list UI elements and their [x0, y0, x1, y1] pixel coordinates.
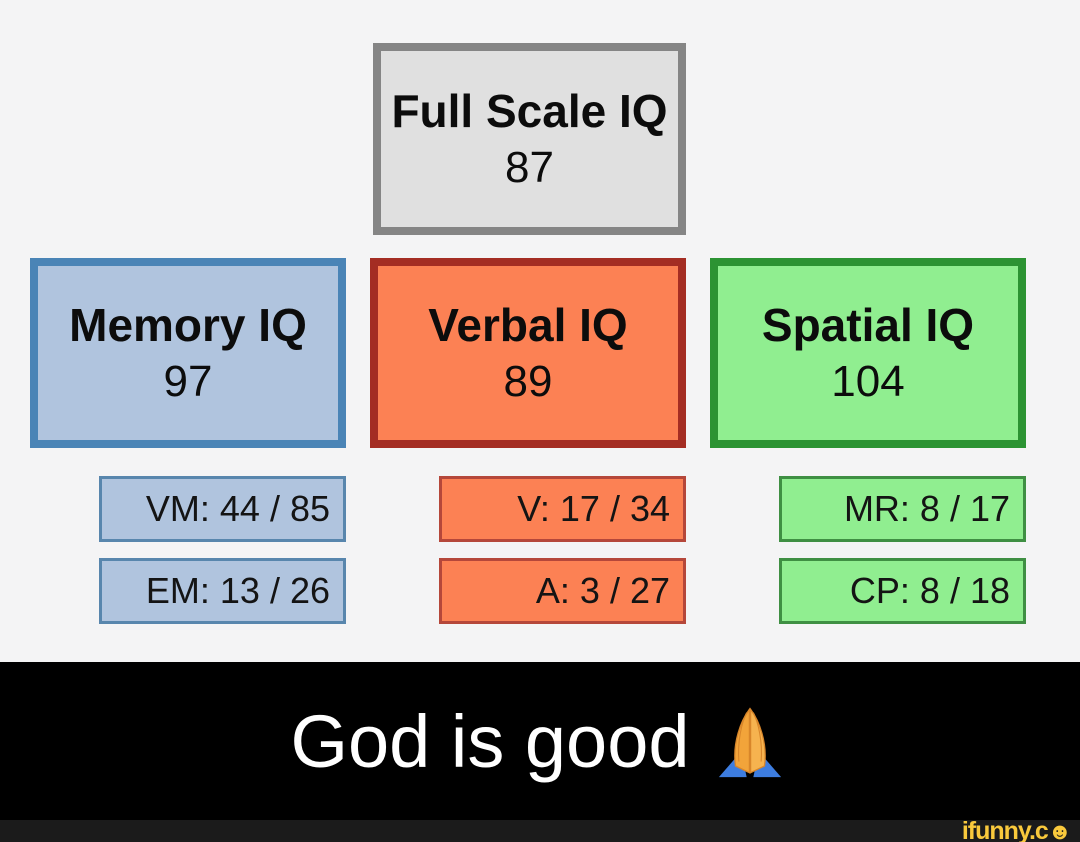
full-scale-iq-score: 87	[505, 143, 554, 192]
subtest-v-box: V: 17 / 34	[439, 476, 686, 542]
ifunny-watermark-text: ifunny.c	[961, 817, 1049, 842]
caption-bar: God is good	[0, 662, 1080, 820]
smiley-icon: ☻	[1047, 818, 1072, 842]
verbal-iq-box: Verbal IQ 89	[370, 258, 686, 448]
full-scale-iq-box: Full Scale IQ 87	[373, 43, 686, 235]
subtest-vm-box: VM: 44 / 85	[99, 476, 346, 542]
memory-iq-box: Memory IQ 97	[30, 258, 346, 448]
memory-iq-score: 97	[163, 357, 213, 406]
subtest-mr-box: MR: 8 / 17	[779, 476, 1026, 542]
ifunny-watermark: ifunny.c☻	[962, 818, 1072, 842]
watermark-strip: ifunny.c☻	[0, 818, 1080, 842]
spatial-iq-label: Spatial IQ	[761, 299, 975, 351]
full-scale-iq-label: Full Scale IQ	[391, 85, 668, 137]
verbal-iq-label: Verbal IQ	[428, 299, 628, 351]
spatial-iq-box: Spatial IQ 104	[710, 258, 1026, 448]
subtest-a-box: A: 3 / 27	[439, 558, 686, 624]
folded-hands-emoji	[718, 707, 781, 778]
subtest-em-box: EM: 13 / 26	[99, 558, 346, 624]
caption-text: God is good	[290, 699, 690, 783]
subtest-cp-box: CP: 8 / 18	[779, 558, 1026, 624]
memory-iq-label: Memory IQ	[69, 299, 307, 351]
verbal-iq-score: 89	[503, 357, 553, 406]
spatial-iq-score: 104	[831, 357, 905, 406]
